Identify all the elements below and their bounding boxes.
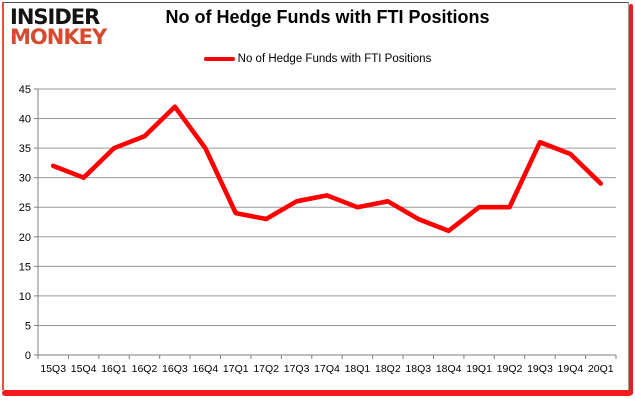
y-axis-tick-label: 35 xyxy=(19,143,31,155)
y-axis-tick-label: 30 xyxy=(19,173,31,185)
y-axis-tick-label: 40 xyxy=(19,114,31,126)
x-axis-tick-label: 17Q3 xyxy=(284,363,310,375)
y-axis-tick-label: 25 xyxy=(19,202,31,214)
y-axis-tick-label: 45 xyxy=(19,84,31,96)
x-axis-tick-label: 19Q2 xyxy=(497,363,523,375)
x-axis-tick-label: 18Q1 xyxy=(345,363,371,375)
y-axis-tick-label: 20 xyxy=(19,232,31,244)
x-axis-tick-label: 18Q2 xyxy=(375,363,401,375)
x-axis-tick-label: 16Q4 xyxy=(192,363,218,375)
x-axis-tick-label: 18Q3 xyxy=(405,363,431,375)
y-axis-tick-label: 0 xyxy=(25,350,31,362)
y-axis-tick-label: 10 xyxy=(19,291,31,303)
x-axis-tick-label: 17Q1 xyxy=(223,363,249,375)
y-axis-tick-label: 5 xyxy=(25,320,31,332)
x-axis-tick-label: 19Q3 xyxy=(527,363,553,375)
hedge-funds-line-series xyxy=(50,104,604,234)
x-axis-tick-label: 16Q3 xyxy=(162,363,188,375)
card-red-accent-bottom xyxy=(2,390,632,396)
x-axis-tick-label: 16Q2 xyxy=(132,363,158,375)
x-axis-tick-label: 19Q1 xyxy=(466,363,492,375)
card-red-accent-right xyxy=(629,4,633,395)
x-axis-tick-label: 19Q4 xyxy=(558,363,584,375)
chart-legend: No of Hedge Funds with FTI Positions xyxy=(0,53,635,65)
y-axis-tick-label: 15 xyxy=(19,261,31,273)
x-axis-tick-label: 17Q2 xyxy=(253,363,279,375)
x-axis-tick-label: 15Q3 xyxy=(40,363,66,375)
insider-monkey-logo: INSIDER MONKEY xyxy=(10,5,107,49)
legend-label: No of Hedge Funds with FTI Positions xyxy=(237,53,432,65)
x-axis-tick-label: 20Q1 xyxy=(588,363,614,375)
legend-line-swatch xyxy=(203,57,235,61)
x-axis-tick-label: 17Q4 xyxy=(314,363,340,375)
x-axis-tick-label: 15Q4 xyxy=(71,363,97,375)
logo-line-insider: INSIDER xyxy=(10,5,100,29)
chart-title: No of Hedge Funds with FTI Positions xyxy=(165,7,490,27)
x-axis-tick-label: 18Q4 xyxy=(436,363,462,375)
logo-line-monkey: MONKEY xyxy=(10,25,107,49)
x-axis-tick-label: 16Q1 xyxy=(101,363,127,375)
